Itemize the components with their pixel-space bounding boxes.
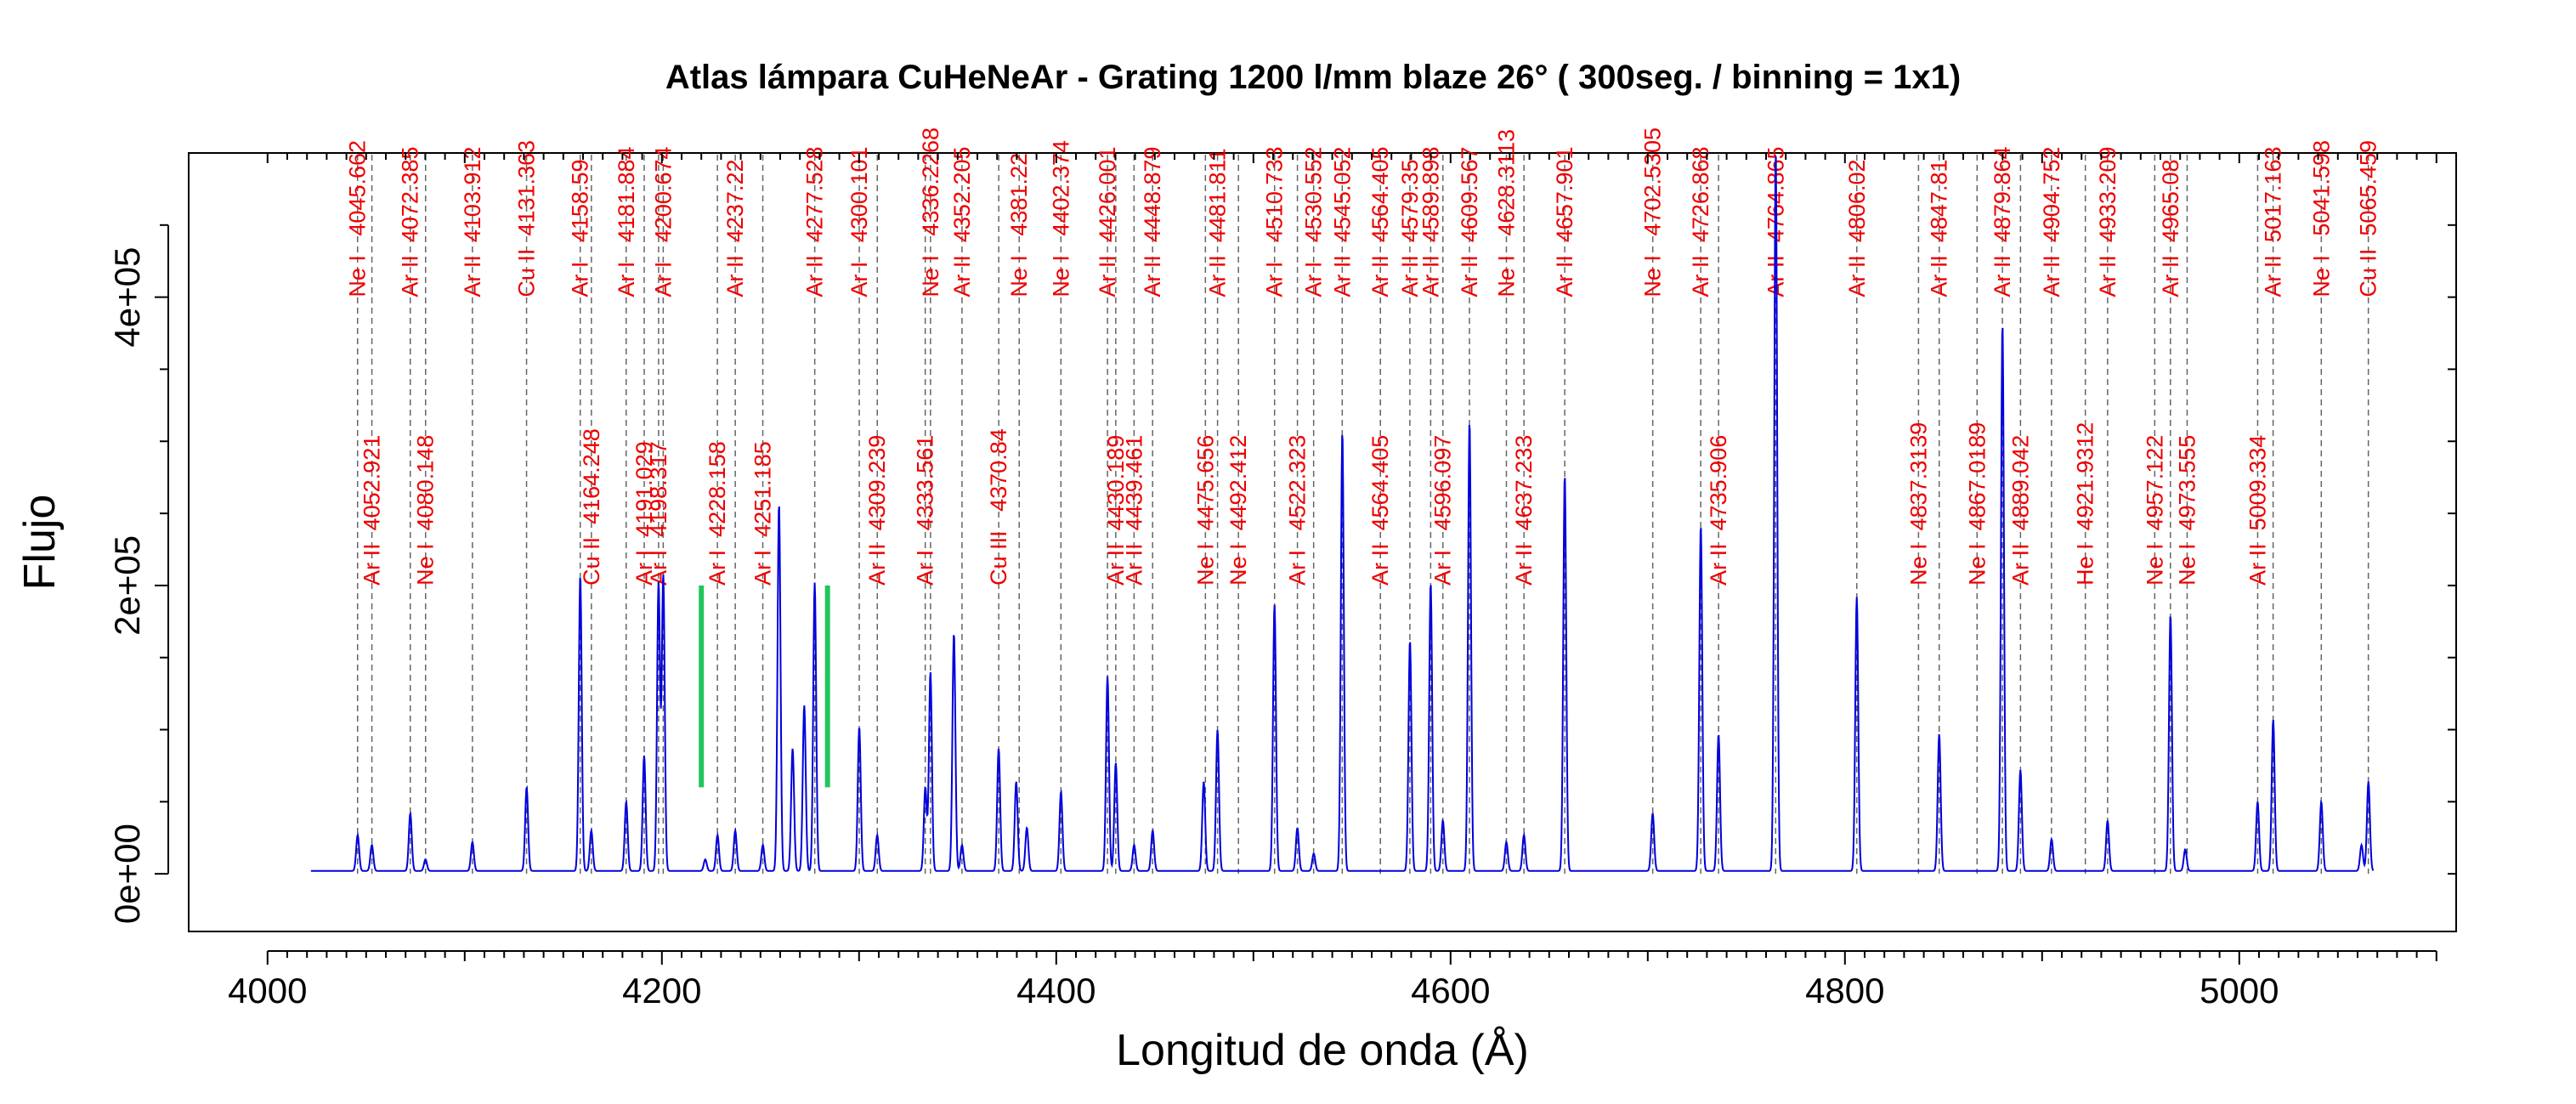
line-label: Ar II 4430.189 [1103,435,1129,586]
line-label: Ne I 4957.122 [2142,435,2167,586]
y-axis: 0e+00 2e+05 4e+05 [107,224,2456,924]
line-label: He I 4921.9312 [2073,422,2098,586]
line-label: Ar II 4439.461 [1121,435,1146,586]
line-label: Ar II 4309.239 [864,435,890,586]
line-label: Ar I 4228.158 [705,441,730,586]
line-label: Ar I 4522.323 [1285,435,1311,586]
line-label: Ar II 4726.868 [1688,147,1713,297]
line-label: Ar II 5009.334 [2245,435,2270,586]
line-label: Ar II 4847.81 [1927,160,1952,297]
line-label: Ne I 5041.598 [2308,140,2334,297]
line-label: Ar I 4333.561 [913,435,938,586]
line-label: Ar II 4589.898 [1418,147,1443,297]
x-tick-label: 5000 [2200,971,2279,1011]
line-label: Ar II 5017.163 [2261,147,2286,297]
line-label: Ar I 4596.097 [1430,435,1456,586]
line-label: Ne I 4402.374 [1048,140,1073,297]
x-tick-label: 4600 [1411,971,1490,1011]
line-label: Ar II 4806.02 [1844,160,1870,297]
chart-title: Atlas lámpara CuHeNeAr - Grating 1200 l/… [665,59,1961,96]
y-tick-label: 2e+05 [107,535,147,636]
line-label: Ar II 4448.879 [1140,147,1165,297]
line-label: Ar I 4181.884 [614,147,639,297]
line-label: Ar II 4052.921 [360,435,385,586]
line-label: Ne I 4475.656 [1192,435,1218,586]
line-label: Ar II 4904.752 [2039,147,2064,297]
line-label: Ar II 4545.052 [1329,147,1355,297]
line-label: Cu II 5065.459 [2356,140,2381,297]
line-label: Ar II 4237.22 [722,160,748,297]
x-tick-label: 4400 [1016,971,1096,1011]
line-label: Ar I 4300.101 [846,147,872,297]
line-label: Ar II 4965.08 [2158,160,2183,297]
markers-group [699,585,830,788]
x-axis-label: Longitud de onda (Å) [1116,1026,1529,1075]
line-label: Ar II 4564.405 [1367,435,1393,586]
y-tick-label: 0e+00 [107,824,147,924]
line-label: Ne I 4702.5305 [1640,127,1666,297]
line-label: Ar II 4564.405 [1367,147,1393,297]
line-label: Ar I 4200.674 [650,147,676,297]
line-label: Ar II 4889.042 [2007,435,2033,586]
line-label: Ar II 4637.233 [1511,435,1537,586]
line-label: Ne I 4867.0189 [1964,422,1990,586]
line-label: Ne I 4080.148 [413,435,439,586]
line-label: Ar II 4609.567 [1457,147,1482,297]
x-axis: 4000 4200 4400 4600 4800 5000 [228,153,2437,1011]
y-tick-label: 4e+05 [107,247,147,348]
line-label: Ar II 4735.906 [1706,435,1731,586]
line-label: Cu III 4370.84 [986,428,1011,586]
line-label: Ar II 4352.205 [949,147,975,297]
line-label: Ne I 4628.3113 [1493,129,1519,297]
line-label: Ne I 4381.22 [1006,153,1032,297]
line-label: Ar I 4191.029 [631,441,657,586]
line-label: Ne I 4837.3139 [1905,422,1931,586]
x-tick-label: 4800 [1805,971,1884,1011]
line-label: Ar II 4277.528 [802,147,828,297]
x-tick-label: 4000 [228,971,307,1011]
line-label: Ar II 4879.864 [1990,147,2015,297]
spectrum-group [310,156,2375,872]
line-label: Ar I 4198.317 [646,441,671,586]
line-label: Ar II 4579.35 [1397,160,1423,297]
line-label: Ar II 4481.811 [1205,149,1231,297]
line-label: Ne I 4973.555 [2174,435,2200,586]
line-label: Ar I 4510.733 [1262,147,1288,297]
line-label: Ar I 4158.59 [568,160,593,297]
line-label: Cu II 4131.363 [514,140,540,297]
line-label: Ne I 4045.662 [345,140,371,297]
line-label: Ar II 4103.912 [460,147,485,297]
line-label: Ne I 4336.2268 [918,127,943,297]
y-axis-label: Flujo [15,495,65,591]
line-label: Ar II 4072.385 [398,147,423,297]
line-label: Ar II 4933.209 [2095,147,2120,297]
plot-frame [188,152,2457,932]
line-label: Ar II 4426.001 [1095,147,1120,297]
line-label: Ar I 4530.552 [1301,147,1327,297]
line-label: Ne I 4492.412 [1226,435,1251,586]
line-label: Ar I 4251.185 [750,441,776,586]
line-labels-group: Ne I 4045.662 Ar II 4052.921 Ar II 4072.38… [345,127,2381,586]
spectrum-line [310,156,2375,872]
x-tick-label: 4200 [622,971,701,1011]
line-label: Cu II 4164.248 [579,428,604,586]
line-label: Ar II 4657.901 [1552,147,1577,297]
